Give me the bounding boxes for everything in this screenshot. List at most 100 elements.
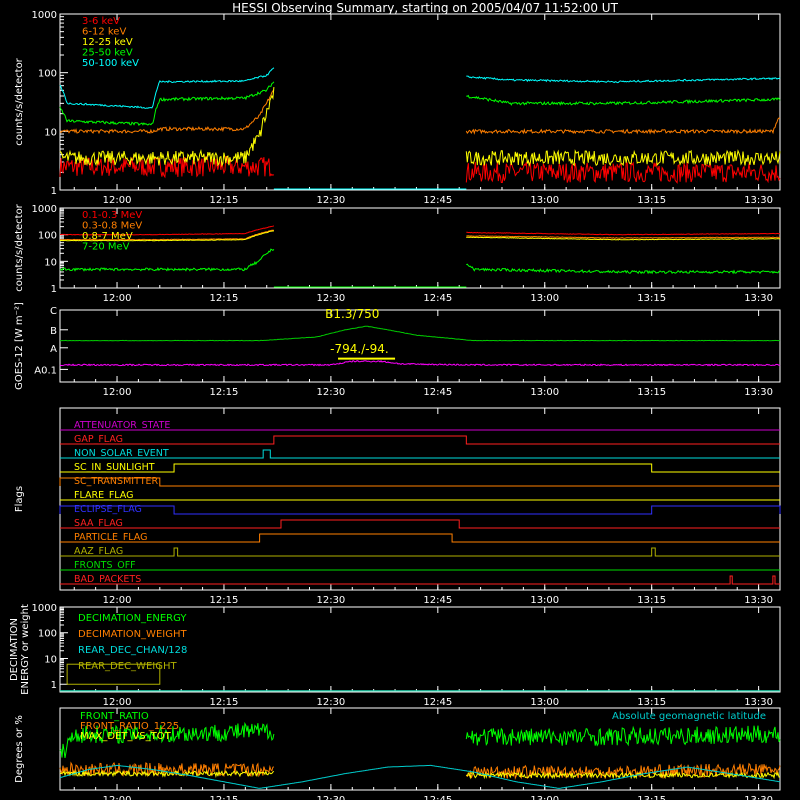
time-tick-label: 12:00: [103, 387, 132, 398]
legend-entry: FRONT_RATIO: [80, 711, 149, 722]
time-tick-label: 13:00: [530, 795, 559, 800]
time-tick-label: 13:00: [530, 387, 559, 398]
legend-entry: 50-100 keV: [82, 58, 139, 69]
goes-curve-0: [60, 325, 781, 342]
series-line-2: [59, 87, 275, 167]
goes-annotation: -794./-94.: [330, 342, 389, 356]
y-tick-label: 100: [38, 69, 57, 80]
flag-label: SAA_FLAG: [74, 518, 123, 529]
time-tick-label: 12:30: [316, 387, 345, 398]
series-line-1: [59, 229, 274, 241]
time-tick-label: 12:45: [423, 697, 452, 708]
series-line-1: [59, 89, 275, 135]
series-line-2: [465, 149, 781, 168]
time-tick-label: 13:00: [530, 697, 559, 708]
time-tick-label: 13:30: [744, 195, 773, 206]
series-line-4: [59, 67, 275, 109]
y-tick-label: 10: [44, 654, 57, 665]
flag-label: FLARE_FLAG: [74, 490, 134, 501]
ratio-line-0: [465, 725, 781, 747]
flag-label: NON_SOLAR_EVENT: [74, 448, 169, 459]
time-tick-label: 12:30: [316, 697, 345, 708]
series-line-3: [59, 81, 275, 126]
time-tick-label: 12:00: [103, 697, 132, 708]
figure-title: HESSI Observing Summary, starting on 200…: [232, 1, 618, 15]
panel-goes: 12:00 12:15 12:30 12:45 13:00 13:15 13:30 GOES-…: [14, 302, 781, 398]
time-tick-label: 13:15: [637, 795, 666, 800]
y-tick-label: B: [50, 326, 57, 337]
flag-line: [60, 575, 780, 585]
time-tick-label: 12:00: [103, 195, 132, 206]
flag-label: PARTICLE_FLAG: [74, 532, 147, 543]
time-tick-label: 13:00: [530, 195, 559, 206]
series-line-2: [60, 230, 274, 242]
y-tick-label: 1000: [32, 10, 57, 21]
legend-entry: 12-25 keV: [82, 37, 133, 48]
ratio-line-0: [59, 721, 275, 758]
time-tick-label: 13:15: [637, 195, 666, 206]
panel-frame: [59, 13, 781, 191]
series-line-3: [466, 263, 781, 275]
legend-entry: 7-20 MeV: [82, 242, 130, 253]
legend-entry: REAR_DEC_WEIGHT: [78, 661, 177, 672]
y-axis-label: DECIMATION: [9, 618, 20, 681]
legend-entry: DECIMATION_WEIGHT: [78, 629, 187, 640]
time-tick-label: 13:00: [530, 595, 559, 606]
series-line-0: [59, 155, 275, 179]
y-axis-label: GOES-12 [W m⁻²]: [14, 302, 25, 390]
flag-line: [60, 519, 780, 529]
time-tick-label: 12:15: [210, 195, 239, 206]
time-tick-label: 13:30: [744, 387, 773, 398]
flag-label: SC_IN_SUNLIGHT: [74, 462, 155, 473]
panel-ratios: 12:00 12:15 12:30 12:45 13:00 13:15 13:30 Degre…: [14, 707, 781, 800]
flag-line: [60, 435, 780, 445]
time-tick-label: 12:30: [316, 293, 345, 304]
y-tick-label: 1: [51, 186, 57, 197]
time-tick-label: 12:30: [316, 795, 345, 800]
panel-high-energy: 12:00 12:15 12:30 12:45 13:00 13:15 13:30 count…: [14, 203, 781, 304]
time-tick-label: 12:30: [316, 195, 345, 206]
flag-label: GAP_FLAG: [74, 434, 123, 445]
y-axis-label: Flags: [14, 486, 25, 512]
y-tick-label: C: [50, 306, 57, 317]
flag-line: [59, 505, 781, 515]
time-tick-label: 12:45: [423, 387, 452, 398]
flag-label: ATTENUATOR_STATE: [74, 420, 170, 431]
y-tick-label: A0.1: [34, 365, 57, 376]
time-tick-label: 12:30: [316, 595, 345, 606]
panel-decimation: 12:00 12:15 12:30 12:45 13:00 13:15 13:30 DECIM…: [9, 603, 781, 708]
legend-entry: Absolute geomagnetic latitude: [612, 711, 766, 722]
time-tick-label: 13:15: [637, 697, 666, 708]
time-tick-label: 12:45: [423, 595, 452, 606]
series-line-0: [465, 161, 781, 184]
panel-frame: [59, 606, 781, 693]
time-tick-label: 13:15: [637, 595, 666, 606]
time-tick-label: 13:15: [637, 293, 666, 304]
y-tick-label: 100: [38, 629, 57, 640]
flag-line: [60, 547, 780, 557]
flag-label: SC_TRANSMITTER: [74, 476, 159, 487]
legend-entry: DECIMATION_ENERGY: [78, 613, 187, 624]
panel-frame: [59, 309, 781, 383]
flag-line: [60, 449, 780, 459]
goes-annotation: B1.3/750: [325, 307, 379, 321]
panel-frame: [59, 407, 781, 591]
y-tick-label: 1000: [32, 603, 57, 614]
time-tick-label: 12:15: [210, 795, 239, 800]
series-line-3: [59, 248, 275, 272]
panel-frame: [59, 207, 781, 289]
y-axis-label: counts/s/detector: [14, 203, 25, 291]
y-tick-label: 10: [44, 257, 57, 268]
legend-entry: 6-12 keV: [82, 27, 126, 38]
series-line-1: [466, 235, 781, 239]
legend-entry: 25-50 keV: [82, 48, 133, 59]
y-tick-label: 10: [44, 127, 57, 138]
legend-entry: 0.1-0.3 MeV: [82, 210, 142, 221]
series-line-1: [465, 117, 781, 135]
legend-entry: MAX_DET_VS_TOT: [80, 731, 172, 742]
y-tick-label: 1000: [32, 204, 57, 215]
legend-entry: 0.8-7 MeV: [82, 231, 133, 242]
y-axis-label: Degrees or %: [14, 715, 25, 783]
time-tick-label: 12:15: [210, 293, 239, 304]
